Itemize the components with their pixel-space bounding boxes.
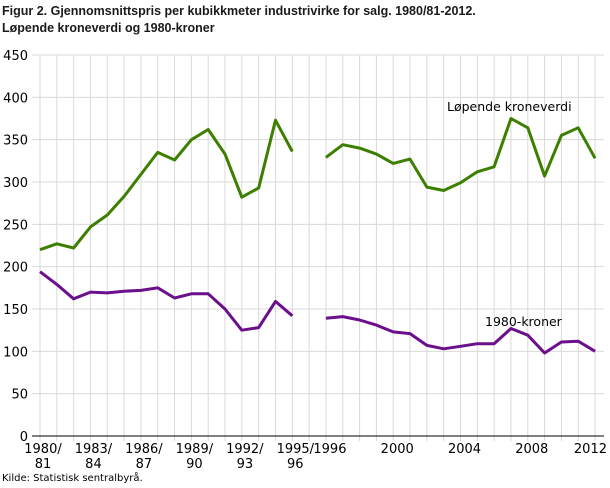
y-tick-label: 200: [3, 261, 28, 276]
x-tick-label: 90: [186, 457, 203, 472]
subtitle-line: Løpende kroneverdi og 1980-kroner: [2, 21, 215, 35]
x-tick-label: 2012: [574, 442, 607, 457]
x-tick-label: 96: [287, 457, 304, 472]
y-tick-label: 300: [3, 176, 28, 191]
x-tick-label: 1995/: [277, 442, 315, 457]
x-tick-label: 84: [85, 457, 102, 472]
x-tick-label: 1986/: [125, 442, 163, 457]
source-note: Kilde: Statistisk sentralbyrå.: [2, 473, 143, 484]
series-line-0: [39, 117, 597, 252]
y-tick-label: 350: [3, 134, 28, 149]
x-tick-label: 2008: [515, 442, 548, 457]
chart-title: Figur 2. Gjennomsnittspris per kubikkmet…: [2, 3, 606, 37]
y-tick-label: 150: [3, 303, 28, 318]
x-tick-label: 1983/: [75, 442, 113, 457]
series-line-1: [39, 270, 596, 355]
y-tick-label: 50: [11, 388, 28, 403]
series-label-1980-kroner: 1980-kroner: [485, 314, 563, 329]
x-tick-label: 1980/: [24, 442, 62, 457]
series-label-lopende: Løpende kroneverdi: [447, 99, 572, 114]
x-tick-label: 87: [136, 457, 153, 472]
y-tick-label: 250: [3, 218, 28, 233]
x-tick-label: 1989/: [176, 442, 214, 457]
x-tick-label: 2000: [381, 442, 414, 457]
y-tick-label: 100: [3, 345, 28, 360]
x-tick-label: 2004: [448, 442, 481, 457]
y-tick-label: 450: [3, 49, 28, 64]
x-tick-label: 81: [35, 457, 52, 472]
x-tick-label: 1992/: [226, 442, 264, 457]
x-tick-label: 93: [237, 457, 254, 472]
y-tick-label: 0: [20, 430, 28, 445]
x-tick-label: 1996: [313, 442, 346, 457]
title-line: Figur 2. Gjennomsnittspris per kubikkmet…: [2, 4, 476, 18]
y-tick-label: 400: [3, 91, 28, 106]
